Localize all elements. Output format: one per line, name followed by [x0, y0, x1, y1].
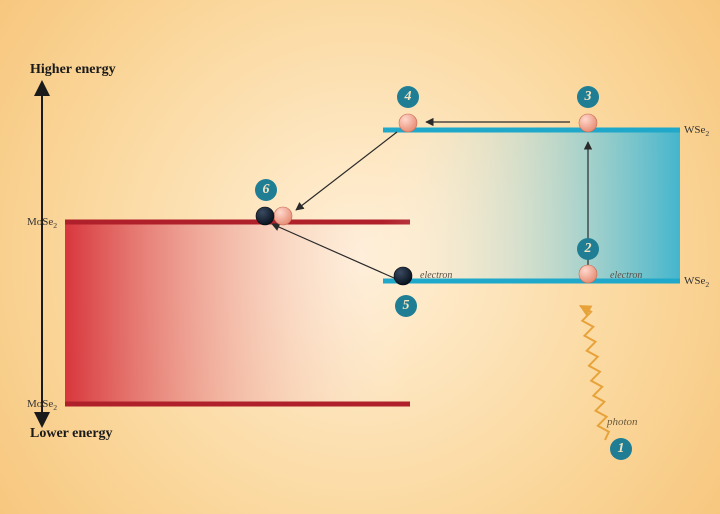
mose2-label-bottom: MoSe2: [27, 398, 57, 412]
badge-1: 1: [610, 438, 632, 460]
electron-label-1: electron: [420, 270, 452, 281]
photon-label: photon: [607, 416, 638, 428]
badge-4: 4: [397, 86, 419, 108]
badge-2: 2: [577, 238, 599, 260]
badge-6: 6: [255, 179, 277, 201]
wse2-label-top: WSe2: [684, 124, 709, 138]
particle-p_at_3: [579, 114, 597, 132]
particle-p_at_6_pink: [274, 207, 292, 225]
electron-label-2: electron: [610, 270, 642, 281]
particle-p_at_6_dark: [256, 207, 274, 225]
axis-label-bottom: Lower energy: [30, 426, 113, 442]
badge-3: 3: [577, 86, 599, 108]
mose2-label-top: MoSe2: [27, 216, 57, 230]
axis-label-top: Higher energy: [30, 62, 116, 78]
wse2-label-bottom: WSe2: [684, 275, 709, 289]
particle-p_at_4: [399, 114, 417, 132]
mose2-fill: [65, 222, 410, 404]
particle-p_at_5_dark: [394, 267, 412, 285]
photon-path: [580, 306, 609, 440]
wse2-fill: [383, 130, 680, 281]
badge-5: 5: [395, 295, 417, 317]
particle-p_at_2: [579, 265, 597, 283]
process-arrow-3: [296, 132, 397, 210]
